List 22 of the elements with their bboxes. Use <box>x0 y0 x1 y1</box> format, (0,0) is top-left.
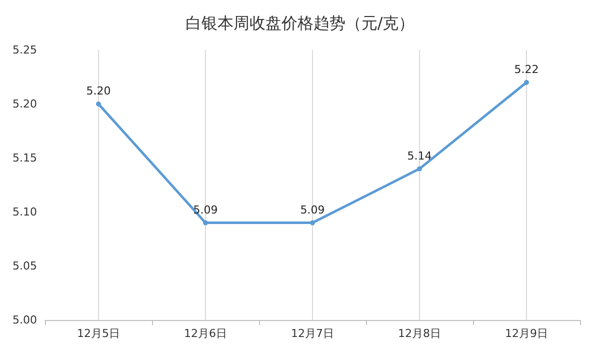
y-tick-label: 5.00 <box>12 314 37 326</box>
x-tick-label: 12月8日 <box>398 327 441 340</box>
y-tick-label: 5.10 <box>12 206 37 218</box>
data-label: 5.20 <box>86 84 111 98</box>
data-label: 5.09 <box>300 203 325 216</box>
y-tick-label: 5.05 <box>12 260 37 272</box>
point <box>203 220 208 226</box>
point <box>310 220 315 226</box>
x-tick-label: 12月7日 <box>291 327 334 340</box>
x-tick-label: 12月5日 <box>77 327 120 340</box>
point <box>524 80 529 85</box>
point <box>417 166 422 172</box>
chart-title: 白银本周收盘价格趋势（元/克） <box>185 14 415 32</box>
y-tick-label: 5.20 <box>12 98 37 110</box>
data-label: 5.09 <box>193 203 218 216</box>
y-tick-label: 5.25 <box>12 44 37 56</box>
data-label: 5.22 <box>514 62 539 76</box>
point <box>96 102 101 106</box>
data-label: 5.14 <box>407 149 432 162</box>
x-tick-label: 12月9日 <box>505 327 548 340</box>
x-tick-label: 12月6日 <box>184 327 227 340</box>
y-tick-label: 5.15 <box>12 152 37 164</box>
